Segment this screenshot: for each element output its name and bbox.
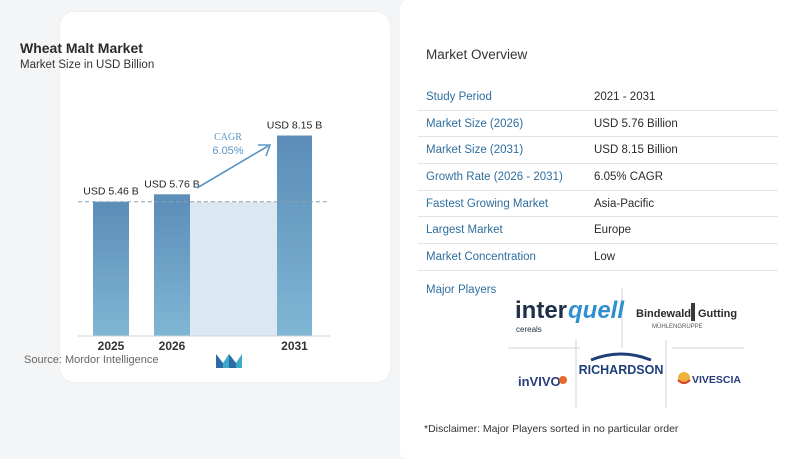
bar-chart: USD 5.46 B 2025 USD 5.76 B 2026 USD 8.15 B 20… [78, 120, 330, 353]
interquell-sub: cereals [516, 325, 542, 334]
row-label: Market Size (2031) [426, 144, 524, 157]
vivescia-name: VIVESCIA [692, 374, 741, 386]
row-label: Largest Market [426, 224, 503, 237]
major-players-logos: inter quell cereals Bindewald Gutting MÜ… [508, 288, 744, 408]
invivo-name: inVIVO [518, 374, 561, 389]
bindewald-mark-icon [691, 303, 695, 321]
overview-row: Fastest Growing Market Asia-Pacific [418, 191, 778, 218]
row-value: 2021 - 2031 [594, 90, 656, 103]
row-value: Europe [594, 224, 632, 237]
richardson-name: RICHARDSON [579, 363, 664, 377]
overview-row: Market Size (2031) USD 8.15 Billion [418, 137, 778, 165]
row-value: USD 5.76 Billion [594, 117, 678, 130]
bindewald-name-b: Gutting [698, 308, 737, 320]
overview-row: Market Size (2026) USD 5.76 Billion [418, 111, 778, 138]
row-label: Market Concentration [426, 250, 536, 263]
bindewald-gutting-logo: Bindewald Gutting MÜHLENGRUPPE [636, 303, 737, 330]
x-tick-2031: 2031 [281, 339, 308, 353]
source-note: Source: Mordor Intelligence [24, 354, 159, 366]
overview-row: Growth Rate (2026 - 2031) 6.05% CAGR [418, 164, 778, 191]
row-label: Study Period [426, 90, 492, 103]
row-value: Asia-Pacific [594, 197, 655, 210]
interquell-name-b: quell [568, 297, 625, 324]
row-value: Low [594, 250, 616, 263]
cagr-arrow [196, 145, 269, 189]
row-label: Market Size (2026) [426, 117, 524, 130]
overview-card: Market Overview Study Period 2021 - 2031 … [400, 0, 800, 459]
bindewald-name-a: Bindewald [636, 308, 691, 320]
cagr-label: CAGR [214, 132, 242, 143]
overview-row: Market Concentration Low [418, 244, 778, 271]
vivescia-sun-icon [678, 372, 690, 384]
overview-row: Largest Market Europe [418, 217, 778, 245]
row-label: Fastest Growing Market [426, 197, 549, 210]
mordor-logo-icon [216, 354, 242, 368]
x-tick-2025: 2025 [98, 339, 125, 353]
invivo-dot-icon [559, 376, 567, 384]
overview-row: Study Period 2021 - 2031 [418, 84, 778, 111]
bar-2025 [93, 201, 129, 336]
x-tick-2026: 2026 [159, 339, 186, 353]
cagr-arrowhead [258, 144, 272, 157]
cagr-value: 6.05% [212, 145, 243, 157]
data-label-2031: USD 8.15 B [267, 120, 322, 132]
disclaimer: *Disclaimer: Major Players sorted in no … [424, 423, 679, 435]
bar-2026 [154, 194, 190, 336]
vivescia-logo: VIVESCIA [677, 372, 741, 386]
row-value: 6.05% CAGR [594, 170, 664, 183]
major-players-label: Major Players [426, 284, 497, 296]
projection-shade [190, 201, 277, 336]
interquell-name-a: inter [515, 297, 567, 324]
overview-title: Market Overview [426, 47, 528, 62]
chart-title: Wheat Malt Market [20, 40, 143, 56]
chart-subtitle: Market Size in USD Billion [20, 59, 155, 71]
invivo-logo: inVIVO [518, 374, 567, 389]
overview-table: Study Period 2021 - 2031 Market Size (202… [418, 84, 778, 271]
data-label-2025: USD 5.46 B [83, 186, 138, 198]
interquell-logo: inter quell cereals [515, 297, 625, 334]
row-value: USD 8.15 Billion [594, 144, 678, 157]
bar-2031 [277, 135, 312, 336]
richardson-logo: RICHARDSON [579, 352, 664, 377]
data-label-2026: USD 5.76 B [144, 178, 199, 190]
row-label: Growth Rate (2026 - 2031) [426, 170, 563, 183]
bindewald-sub: MÜHLENGRUPPE [652, 323, 703, 330]
